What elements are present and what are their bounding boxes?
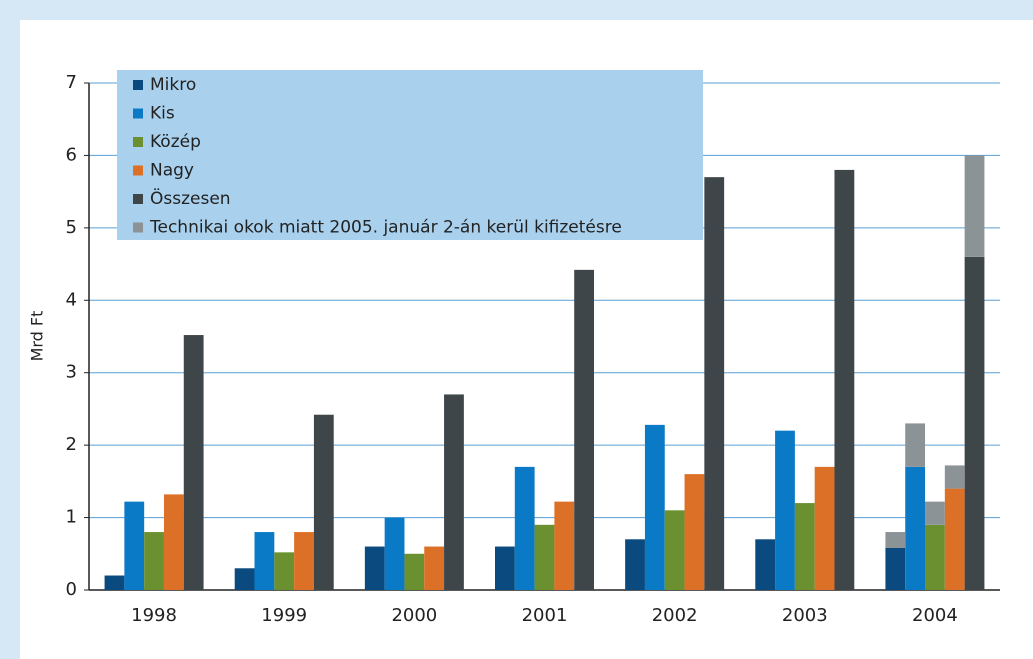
legend-swatch — [133, 108, 143, 119]
y-tick-label: 4 — [66, 289, 77, 310]
y-tick-label: 7 — [66, 72, 77, 93]
bar — [905, 466, 926, 590]
legend-label: Összesen — [150, 187, 231, 209]
legend-swatch — [133, 165, 143, 176]
legend-label: Közép — [150, 132, 201, 152]
y-tick-label: 0 — [66, 579, 77, 600]
x-tick-label: 1999 — [261, 605, 307, 626]
legend-label: Technikai okok miatt 2005. január 2-án k… — [149, 218, 622, 238]
bar — [163, 494, 184, 590]
legend-box — [117, 70, 703, 240]
legend-swatch — [133, 194, 143, 204]
stacked-bar — [885, 532, 906, 548]
y-tick-label: 6 — [66, 144, 77, 165]
y-axis-label: Mrd Ft — [28, 311, 47, 362]
bar — [234, 568, 255, 590]
bar — [644, 424, 665, 590]
bar — [664, 510, 685, 590]
x-tick-label: 2001 — [522, 605, 568, 626]
bar — [684, 474, 705, 590]
legend-label: Nagy — [150, 161, 194, 181]
x-tick-label: 1998 — [131, 605, 177, 626]
bar — [124, 501, 145, 590]
y-tick-label: 1 — [66, 507, 77, 528]
legend-swatch — [133, 222, 143, 233]
x-tick-label: 2003 — [782, 605, 828, 626]
bar — [364, 546, 385, 590]
bar — [794, 503, 815, 590]
legend-label: Kis — [150, 104, 175, 124]
bar — [574, 269, 594, 590]
legend-swatch — [133, 80, 143, 90]
bar — [444, 394, 464, 590]
y-tick-label: 2 — [66, 434, 77, 455]
bar — [313, 414, 334, 590]
bar — [625, 539, 645, 590]
stacked-bar — [944, 465, 965, 489]
x-tick-label: 2002 — [652, 605, 698, 626]
bar — [834, 169, 855, 590]
legend-label: Mikro — [150, 75, 196, 95]
bar — [704, 177, 725, 590]
x-tick-label: 2004 — [912, 605, 958, 626]
stacked-bar — [925, 501, 945, 525]
bar — [254, 532, 275, 590]
bar — [514, 466, 535, 590]
bar — [814, 466, 835, 590]
bar — [104, 575, 125, 590]
bar — [755, 539, 776, 590]
y-tick-label: 3 — [66, 362, 77, 383]
bar — [274, 552, 295, 590]
x-tick-label: 2000 — [391, 605, 437, 626]
legend-swatch — [133, 137, 143, 147]
bar — [775, 430, 795, 590]
bar — [885, 547, 906, 590]
bar — [144, 532, 164, 590]
stacked-bar — [964, 155, 985, 257]
bar — [944, 488, 965, 590]
bar — [534, 524, 555, 590]
y-tick-label: 5 — [66, 217, 77, 238]
bar — [404, 553, 425, 590]
bar — [384, 517, 405, 590]
bar — [554, 501, 575, 590]
stacked-bar — [905, 423, 926, 467]
bar — [294, 532, 314, 590]
bar — [925, 524, 945, 590]
bar — [183, 335, 204, 590]
bar — [964, 256, 985, 590]
bar — [424, 546, 445, 590]
bar — [495, 546, 515, 590]
